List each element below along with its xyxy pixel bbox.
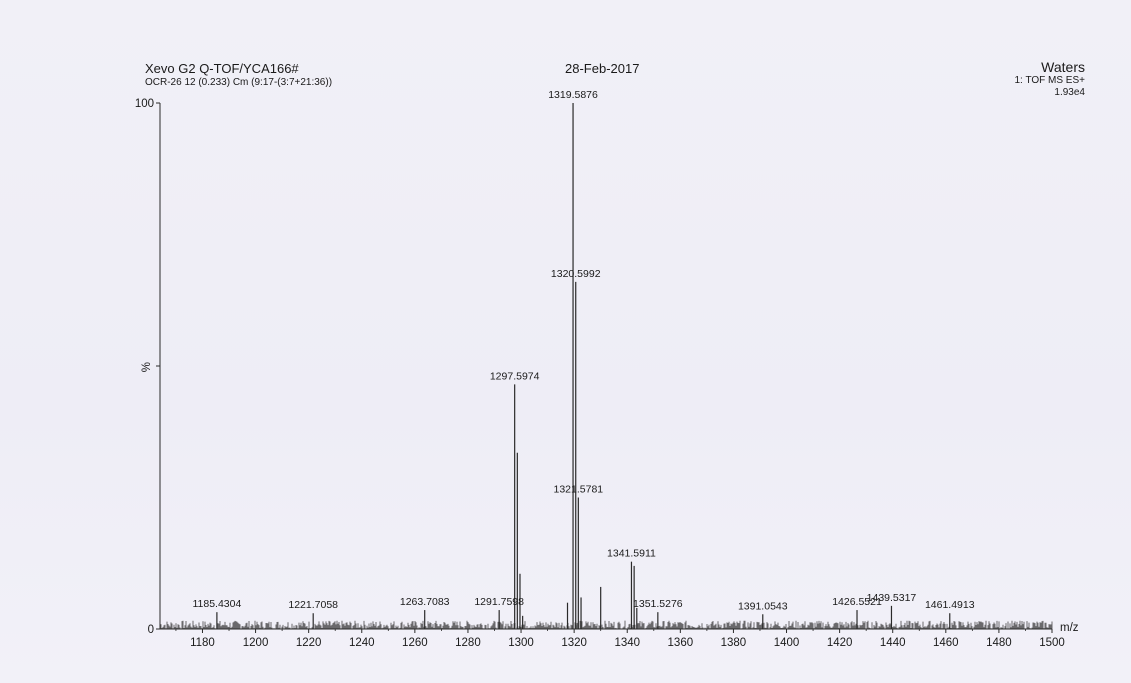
x-tick-label: 1320 bbox=[561, 637, 587, 649]
peak-label: 1351.5276 bbox=[633, 598, 683, 610]
peak-label: 1426.5521 bbox=[832, 596, 882, 608]
axes: 1180 1200 1220 1240 1260 1280 1300 1320 1340 1360… bbox=[135, 98, 1079, 649]
x-axis-label: m/z bbox=[1060, 622, 1079, 634]
x-tick-label: 1420 bbox=[827, 637, 853, 649]
peak-label: 1319.5876 bbox=[548, 89, 598, 101]
max-intensity: 1.93e4 bbox=[1054, 87, 1085, 98]
x-tick-label: 1260 bbox=[402, 637, 428, 649]
x-tick-label: 1500 bbox=[1039, 637, 1065, 649]
x-tick-label: 1240 bbox=[349, 637, 375, 649]
peak-labels: 1185.4304 1221.7058 1263.7083 1291.7598 1297… bbox=[192, 89, 974, 612]
peak-label: 1321.5781 bbox=[554, 484, 604, 496]
x-tick-label: 1360 bbox=[668, 637, 694, 649]
x-tick-label: 1220 bbox=[296, 637, 322, 649]
x-tick-label: 1400 bbox=[774, 637, 800, 649]
baseline-noise bbox=[159, 620, 1053, 629]
vendor-name: Waters bbox=[1041, 59, 1085, 75]
x-tick-label: 1180 bbox=[190, 637, 215, 649]
x-tick-label: 1380 bbox=[721, 637, 747, 649]
peak-label: 1391.0543 bbox=[738, 600, 788, 612]
peak-label: 1439.5317 bbox=[867, 592, 917, 604]
peak-label: 1263.7083 bbox=[400, 596, 450, 608]
x-tick-label: 1460 bbox=[933, 637, 959, 649]
x-tick-label: 1340 bbox=[614, 637, 640, 649]
x-tick-label: 1300 bbox=[508, 637, 534, 649]
peak-label: 1461.4913 bbox=[925, 599, 975, 611]
peak-label: 1291.7598 bbox=[474, 596, 524, 608]
x-tick-label: 1480 bbox=[986, 637, 1012, 649]
noise-trace bbox=[159, 620, 1053, 629]
y-tick-label: 100 bbox=[135, 98, 154, 110]
peaks bbox=[216, 103, 951, 629]
instrument-title: Xevo G2 Q-TOF/YCA166# bbox=[145, 61, 299, 76]
peak-label: 1185.4304 bbox=[192, 598, 241, 610]
x-tick-label: 1280 bbox=[455, 637, 481, 649]
acquisition-date: 28-Feb-2017 bbox=[565, 61, 640, 76]
y-axis-label: % bbox=[141, 362, 153, 372]
sample-description: OCR-26 12 (0.233) Cm (9:17-(3:7+21:36)) bbox=[145, 77, 333, 88]
peak-label: 1297.5974 bbox=[490, 370, 540, 382]
peak-label: 1221.7058 bbox=[288, 599, 338, 611]
y-tick-label: 0 bbox=[148, 624, 154, 636]
x-tick-label: 1200 bbox=[243, 637, 269, 649]
peak-label: 1320.5992 bbox=[551, 268, 601, 280]
peak-label: 1341.5911 bbox=[607, 548, 656, 560]
scan-mode: 1: TOF MS ES+ bbox=[1014, 75, 1086, 86]
x-tick-label: 1440 bbox=[880, 637, 906, 649]
